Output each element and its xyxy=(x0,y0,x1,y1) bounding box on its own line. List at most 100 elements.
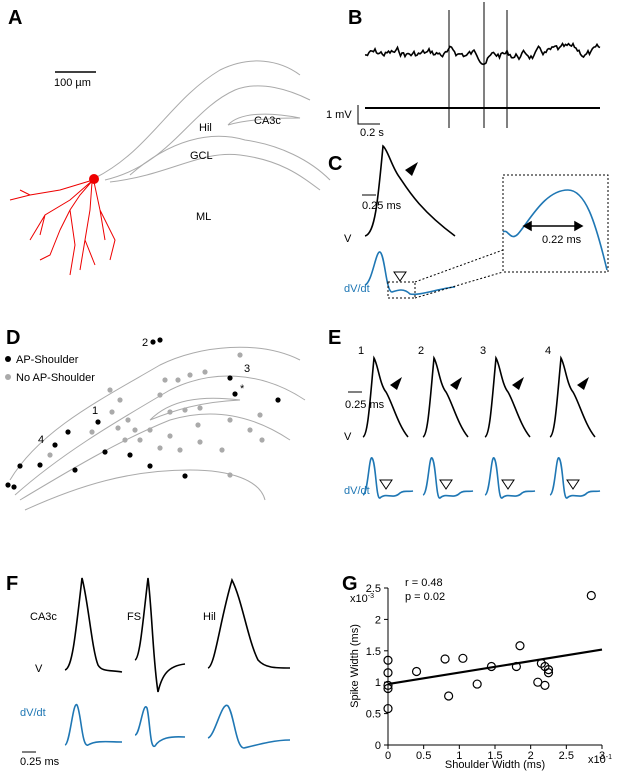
multiplier-base: x10 xyxy=(588,754,606,766)
x-tick-label: 0 xyxy=(385,750,391,762)
panel-f: CA3c FS Hil V dV/dt 0.25 ms xyxy=(20,577,291,768)
label: dV/dt xyxy=(344,283,370,295)
arrowhead xyxy=(512,377,524,390)
legend-marker xyxy=(5,356,11,362)
site-label: 2 xyxy=(142,337,148,349)
trace xyxy=(64,704,123,746)
scale-label: 0.25 ms xyxy=(20,756,60,768)
trace xyxy=(364,41,601,66)
outline xyxy=(19,413,291,501)
y-tick-label: 2.5 xyxy=(366,583,381,595)
legend-label: No AP-Shoulder xyxy=(16,372,95,384)
point xyxy=(383,683,393,694)
x-tick-label: 3 xyxy=(599,750,605,762)
neuron xyxy=(9,179,116,276)
outline xyxy=(149,397,241,421)
scale-label: 0.2 s xyxy=(360,127,384,139)
label: V xyxy=(344,233,352,245)
arrowhead xyxy=(393,271,407,282)
width-arrow xyxy=(522,220,584,232)
site-dot xyxy=(147,463,153,469)
trace xyxy=(484,457,536,499)
site-dot xyxy=(127,452,133,458)
panel-label: E xyxy=(328,327,341,349)
x-tick-label: 1.5 xyxy=(487,750,502,762)
width-label: 0.22 ms xyxy=(542,234,582,246)
trace xyxy=(364,251,456,296)
outline xyxy=(129,135,331,181)
site-dot xyxy=(89,429,95,435)
arrowhead xyxy=(405,162,418,176)
site-dot xyxy=(109,409,115,415)
scale-label: 100 µm xyxy=(54,77,91,89)
zoom-lines xyxy=(414,249,504,299)
panel-label: G xyxy=(342,573,358,595)
point xyxy=(543,665,554,675)
point xyxy=(586,590,596,601)
site-dot xyxy=(52,442,58,448)
cell-label: 1 xyxy=(358,345,364,357)
trace xyxy=(362,457,414,499)
site-dot xyxy=(72,467,78,473)
site-dot xyxy=(182,407,188,413)
y-axis-label: Spike Width (ms) xyxy=(349,624,361,708)
arrowhead xyxy=(379,479,393,490)
site-dot xyxy=(167,433,173,439)
region-label: Hil xyxy=(199,122,212,134)
site-dot xyxy=(187,372,193,378)
site-dot xyxy=(150,339,156,345)
scale-label: 1 mV xyxy=(326,109,352,121)
soma xyxy=(89,174,99,184)
site-label: 4 xyxy=(38,434,44,446)
y-tick-label: 0.5 xyxy=(366,709,381,721)
arrowhead xyxy=(577,377,589,390)
cell-label: 2 xyxy=(418,345,424,357)
y-multiplier: x10-3 xyxy=(350,593,374,605)
site-dot xyxy=(202,369,208,375)
panel-a: 100 µm Hil CA3c GCL ML xyxy=(9,60,331,276)
panel-b: 1 mV 0.2 s xyxy=(326,2,601,139)
point xyxy=(440,654,450,664)
arrowhead xyxy=(390,377,402,390)
x-tick-label: 2 xyxy=(528,750,534,762)
site-label: 3 xyxy=(244,363,250,375)
point xyxy=(383,668,393,678)
site-dot xyxy=(177,447,183,453)
outline xyxy=(9,346,301,481)
cell-label: Hil xyxy=(203,611,216,623)
site-dot xyxy=(227,472,233,478)
trace xyxy=(549,355,596,438)
legend-label: AP-Shoulder xyxy=(16,354,79,366)
site-label: 1 xyxy=(92,405,98,417)
label: dV/dt xyxy=(20,707,46,719)
fit-line xyxy=(387,648,603,686)
site-dot xyxy=(175,377,181,383)
cell-label: 4 xyxy=(545,345,551,357)
site-dot xyxy=(11,484,17,490)
zoom-box xyxy=(387,281,416,299)
site-dot xyxy=(47,452,53,458)
annotation: p = 0.02 xyxy=(405,591,445,603)
site-dot xyxy=(115,425,121,431)
site-dot xyxy=(157,445,163,451)
site-dot xyxy=(117,397,123,403)
site-dot xyxy=(257,412,263,418)
legend-marker xyxy=(5,374,11,380)
point xyxy=(444,691,454,701)
site-dot xyxy=(157,337,163,343)
trace xyxy=(502,189,608,271)
outline xyxy=(24,469,266,511)
point xyxy=(383,703,393,714)
point xyxy=(458,653,468,663)
site-dot xyxy=(125,417,131,423)
trace xyxy=(207,577,291,669)
x-axis-label: Shoulder Width (ms) xyxy=(445,759,545,771)
cell-label: CA3c xyxy=(30,611,57,623)
annotation: r = 0.48 xyxy=(405,577,443,589)
site-dot xyxy=(132,427,138,433)
label: V xyxy=(35,663,43,675)
y-tick-label: 1.5 xyxy=(366,646,381,658)
site-dot xyxy=(162,377,168,383)
x-tick-label: 2.5 xyxy=(559,750,574,762)
